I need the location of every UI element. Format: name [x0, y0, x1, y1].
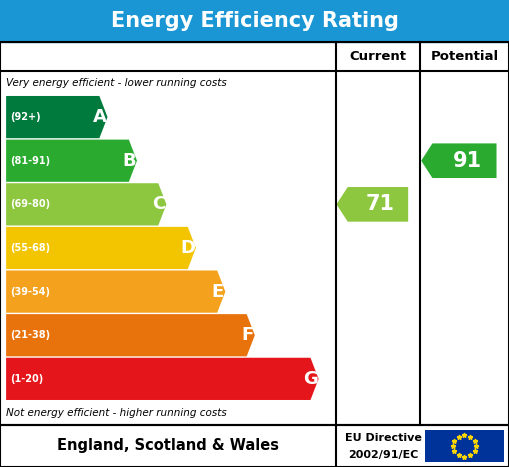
Text: (55-68): (55-68): [10, 243, 50, 253]
Polygon shape: [421, 143, 497, 178]
Text: (1-20): (1-20): [10, 374, 43, 384]
Text: 2002/91/EC: 2002/91/EC: [348, 450, 418, 460]
Text: England, Scotland & Wales: England, Scotland & Wales: [57, 439, 279, 453]
Text: G: G: [303, 370, 319, 388]
Text: Current: Current: [350, 50, 406, 63]
Bar: [0, 425, 509, 467]
Text: 91: 91: [453, 151, 482, 171]
Text: Energy Efficiency Rating: Energy Efficiency Rating: [110, 11, 399, 31]
Polygon shape: [6, 270, 225, 313]
Text: 71: 71: [366, 194, 395, 214]
Text: Very energy efficient - lower running costs: Very energy efficient - lower running co…: [6, 78, 227, 88]
Text: (69-80): (69-80): [10, 199, 50, 209]
Bar: [0, 42, 509, 425]
Text: A: A: [93, 108, 107, 126]
Polygon shape: [6, 183, 166, 226]
Text: D: D: [181, 239, 196, 257]
Text: (39-54): (39-54): [10, 287, 50, 297]
Text: C: C: [152, 195, 165, 213]
Polygon shape: [6, 96, 107, 138]
Polygon shape: [6, 314, 255, 356]
Polygon shape: [336, 187, 408, 222]
Text: (81-91): (81-91): [10, 156, 50, 166]
Text: EU Directive: EU Directive: [345, 433, 421, 444]
Polygon shape: [6, 358, 319, 400]
Text: (92+): (92+): [10, 112, 40, 122]
Text: F: F: [241, 326, 253, 344]
Bar: [425, 430, 504, 462]
Polygon shape: [6, 227, 196, 269]
Text: E: E: [212, 283, 224, 301]
Polygon shape: [6, 140, 137, 182]
Text: Not energy efficient - higher running costs: Not energy efficient - higher running co…: [6, 408, 227, 418]
Text: (21-38): (21-38): [10, 330, 50, 340]
Text: B: B: [123, 152, 136, 170]
Bar: [0, 0, 509, 42]
Text: Potential: Potential: [431, 50, 498, 63]
